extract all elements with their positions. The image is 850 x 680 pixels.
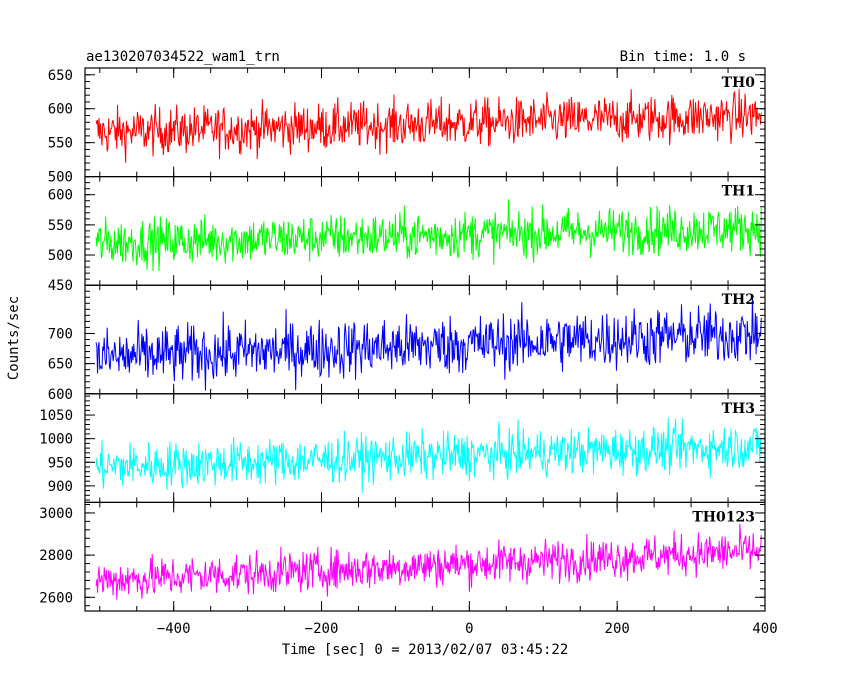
x-tick-label: −400	[157, 621, 191, 637]
x-tick-label: 400	[752, 621, 777, 637]
x-tick-label: 200	[605, 621, 630, 637]
chart-title: ae130207034522_wam1_trn	[86, 49, 280, 65]
y-tick-label: 550	[48, 218, 73, 234]
x-tick-label: 0	[465, 621, 473, 637]
panel-label-th0123: TH0123	[692, 509, 755, 525]
panel-th3: 900 950 1000 1050 TH3	[39, 393, 766, 503]
y-tick-label: 650	[48, 357, 73, 373]
y-tick-label: 600	[48, 387, 73, 403]
y-tick-label: 950	[48, 455, 73, 471]
y-tick-label: 450	[48, 278, 73, 294]
y-tick-label: 900	[48, 479, 73, 495]
panel-label-th1: TH1	[722, 184, 755, 200]
panel-label-th2: TH2	[722, 292, 755, 308]
x-tick-label: −200	[305, 621, 339, 637]
x-axis-label: Time [sec] 0 = 2013/02/07 03:45:22	[282, 642, 569, 658]
y-tick-label: 1000	[39, 432, 73, 448]
panel-th1: 450 500 550 600 TH1	[48, 176, 766, 294]
panel-label-th0: TH0	[722, 75, 756, 91]
panel-label-th3: TH3	[722, 401, 755, 417]
y-tick-label: 650	[48, 68, 73, 84]
y-tick-label: 700	[48, 326, 73, 342]
series-line-th0	[95, 88, 762, 163]
y-tick-label: 2800	[39, 548, 73, 564]
x-axis: −400 −200 0 200 400	[157, 621, 778, 637]
series-line-th0123	[95, 523, 762, 600]
y-tick-label: 500	[48, 170, 73, 186]
series-line-th3	[95, 417, 762, 494]
series-line-th2	[95, 295, 762, 391]
bin-time-label: Bin time: 1.0 s	[620, 49, 746, 65]
y-axis-label: Counts/sec	[6, 296, 22, 380]
panel-frame	[84, 67, 766, 178]
panel-frame	[84, 501, 766, 612]
y-tick-label: 500	[48, 248, 73, 264]
y-tick-label: 550	[48, 136, 73, 152]
y-tick-label: 2600	[39, 590, 73, 606]
panel-th2: 600 650 700 TH2	[48, 284, 766, 403]
panel-th0123: 2600 2800 3000 TH0123	[39, 501, 766, 612]
y-tick-label: 1050	[39, 408, 73, 424]
series-line-th1	[95, 199, 762, 272]
panels-group: 500 550 600 650 TH0 450 500 550 600 TH1 600 650 700 T…	[39, 67, 766, 612]
panel-th0: 500 550 600 650 TH0	[48, 67, 766, 186]
y-tick-label: 600	[48, 102, 73, 118]
y-tick-label: 600	[48, 188, 73, 204]
y-tick-label: 3000	[39, 506, 73, 522]
